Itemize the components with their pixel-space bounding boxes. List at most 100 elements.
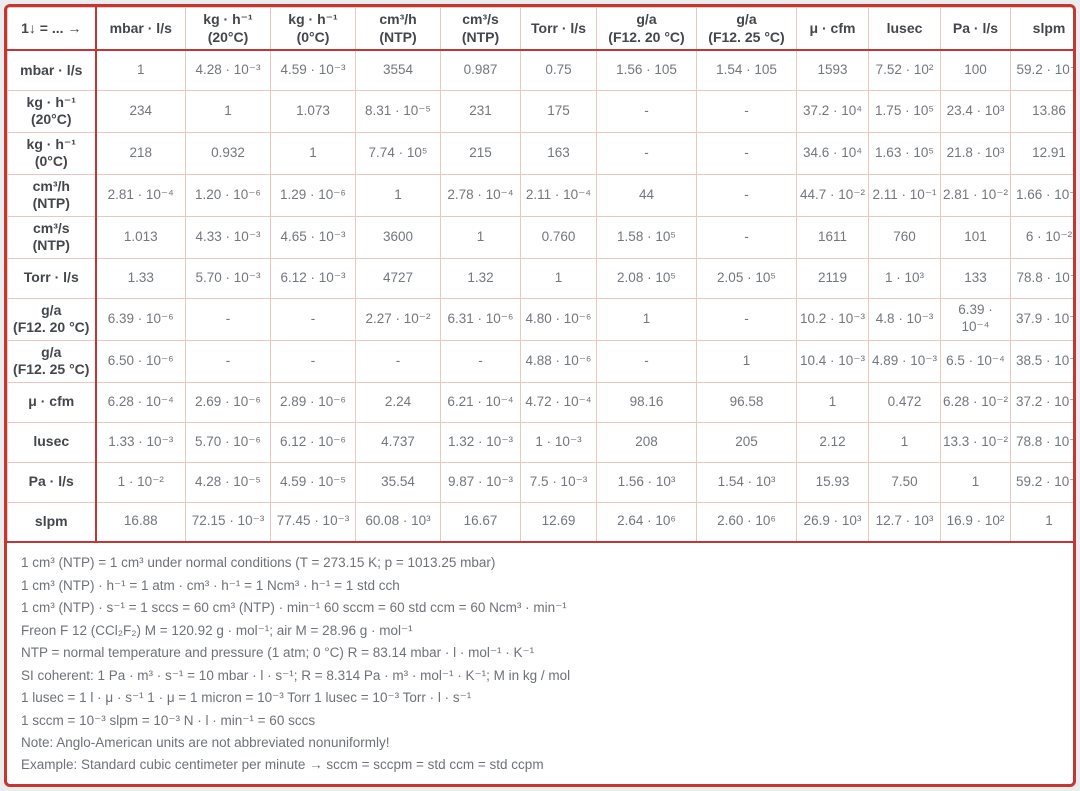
value-cell: 77.45 · 10⁻³ [270,501,356,543]
value-cell: - [596,89,697,133]
value-cell: 133 [940,257,1011,299]
value-cell: 96.58 [696,381,797,423]
value-cell: 2.08 · 10⁵ [596,257,697,299]
value-cell: 6.39 · 10⁻⁴ [940,297,1011,341]
column-header: μ · cfm [796,7,869,51]
column-header: g/a (F12. 20 °C) [596,7,697,51]
value-cell: 2.69 · 10⁻⁶ [185,381,271,423]
value-cell: 2.05 · 10⁵ [696,257,797,299]
value-cell: 12.69 [520,501,597,543]
column-header: mbar · l/s [95,7,186,51]
table-header: 1↓ = ... → mbar · l/s kg · h⁻¹ (20°C) kg · … [7,7,1073,51]
value-cell: 101 [940,215,1011,259]
value-cell: 1.56 · 10³ [596,461,697,503]
table-row: g/a (F12. 25 °C) 6.50 · 10⁻⁶ - - - -4.88 · 10… [7,339,1073,383]
value-cell: 1 [185,89,271,133]
table-row: kg · h⁻¹ (0°C) 218 0.932 1 7.74 · 10⁵ 215 163-… [7,131,1073,175]
value-cell: 218 [95,131,186,175]
value-cell: 1 · 10⁻² [95,461,186,503]
value-cell: 13.86 [1010,89,1073,133]
value-cell: 1 [355,173,441,217]
table-row: Pa · l/s 1 · 10⁻² 4.28 · 10⁻⁵ 4.59 · 10⁻⁵ 35… [7,461,1073,503]
value-cell: 1.54 · 105 [696,49,797,91]
value-cell: 1 [868,421,941,463]
value-cell: 37.2 · 10⁴ [796,89,869,133]
value-cell: 59.2 · 10⁻³ [1010,49,1073,91]
value-cell: 4.65 · 10⁻³ [270,215,356,259]
value-cell: 6.21 · 10⁻⁴ [440,381,521,423]
value-cell: 1.63 · 10⁵ [868,131,941,175]
value-cell: 1611 [796,215,869,259]
value-cell: 231 [440,89,521,133]
row-header: kg · h⁻¹ (0°C) [7,131,97,175]
value-cell: 3554 [355,49,441,91]
value-cell: 1 [696,339,797,383]
value-cell: 13.3 · 10⁻² [940,421,1011,463]
value-cell: 4.8 · 10⁻³ [868,297,941,341]
value-cell: 1.56 · 105 [596,49,697,91]
value-cell: 2.24 [355,381,441,423]
value-cell: 208 [596,421,697,463]
value-cell: 2.81 · 10⁻⁴ [95,173,186,217]
table-row: cm³/s (NTP) 1.013 4.33 · 10⁻³ 4.65 · 10⁻³ 36… [7,215,1073,259]
row-header: slpm [7,501,97,543]
value-cell: 16.9 · 10² [940,501,1011,543]
column-header: lusec [868,7,941,51]
value-cell: 1.33 · 10⁻³ [95,421,186,463]
corner-header: 1↓ = ... → [7,7,97,51]
value-cell: 4.89 · 10⁻³ [868,339,941,383]
value-cell: 1 · 10⁻³ [520,421,597,463]
footnotes-section: 1 cm³ (NTP) = 1 cm³ under normal conditi… [7,543,1073,784]
row-header: lusec [7,421,97,463]
value-cell: 1593 [796,49,869,91]
value-cell: 2.78 · 10⁻⁴ [440,173,521,217]
value-cell: 1.32 [440,257,521,299]
value-cell: 1.54 · 10³ [696,461,797,503]
value-cell: 38.5 · 10⁻⁸ [1010,339,1073,383]
value-cell: 37.2 · 10⁻⁶ [1010,381,1073,423]
value-cell: 12.91 [1010,131,1073,175]
note-line: 1 lusec = 1 l · μ · s⁻¹ 1 · μ = 1 micron… [21,690,472,706]
value-cell: 44 [596,173,697,217]
value-cell: 4.59 · 10⁻⁵ [270,461,356,503]
value-cell: 1 [270,131,356,175]
row-header: cm³/s (NTP) [7,215,97,259]
value-cell: 2119 [796,257,869,299]
conversion-table: 1↓ = ... → mbar · l/s kg · h⁻¹ (20°C) kg · … [7,7,1073,543]
table-row: cm³/h (NTP) 2.81 · 10⁻⁴ 1.20 · 10⁻⁶ 1.29 · … [7,173,1073,217]
column-header: Torr · l/s [520,7,597,51]
value-cell: 34.6 · 10⁴ [796,131,869,175]
value-cell: 4.80 · 10⁻⁶ [520,297,597,341]
value-cell: 6 · 10⁻² [1010,215,1073,259]
column-header: g/a (F12. 25 °C) [696,7,797,51]
value-cell: - [596,339,697,383]
value-cell: 1 [1010,501,1073,543]
value-cell: 4.72 · 10⁻⁴ [520,381,597,423]
value-cell: 4.88 · 10⁻⁶ [520,339,597,383]
value-cell: 163 [520,131,597,175]
note-line: Freon F 12 (CCl₂F₂) M = 120.92 g · mol⁻¹… [21,622,413,638]
value-cell: 4.59 · 10⁻³ [270,49,356,91]
value-cell: 1.58 · 10⁵ [596,215,697,259]
value-cell: 98.16 [596,381,697,423]
value-cell: - [596,131,697,175]
value-cell: - [270,339,356,383]
unit-conversion-card: 1↓ = ... → mbar · l/s kg · h⁻¹ (20°C) kg · … [4,4,1076,787]
table-row: slpm 16.88 72.15 · 10⁻³ 77.45 · 10⁻³ 60.08 ·… [7,501,1073,543]
value-cell: 8.31 · 10⁻⁵ [355,89,441,133]
table-row: mbar · l/s 1 4.28 · 10⁻³ 4.59 · 10⁻³ 3554 0.9… [7,49,1073,91]
value-cell: 35.54 [355,461,441,503]
value-cell: - [185,339,271,383]
value-cell: 175 [520,89,597,133]
value-cell: - [355,339,441,383]
value-cell: 1 [95,49,186,91]
value-cell: - [440,339,521,383]
value-cell: 2.81 · 10⁻² [940,173,1011,217]
value-cell: 6.5 · 10⁻⁴ [940,339,1011,383]
value-cell: 100 [940,49,1011,91]
column-header: kg · h⁻¹ (20°C) [185,7,271,51]
value-cell: 1 [596,297,697,341]
value-cell: 26.9 · 10³ [796,501,869,543]
value-cell: - [696,89,797,133]
column-header: Pa · l/s [940,7,1011,51]
